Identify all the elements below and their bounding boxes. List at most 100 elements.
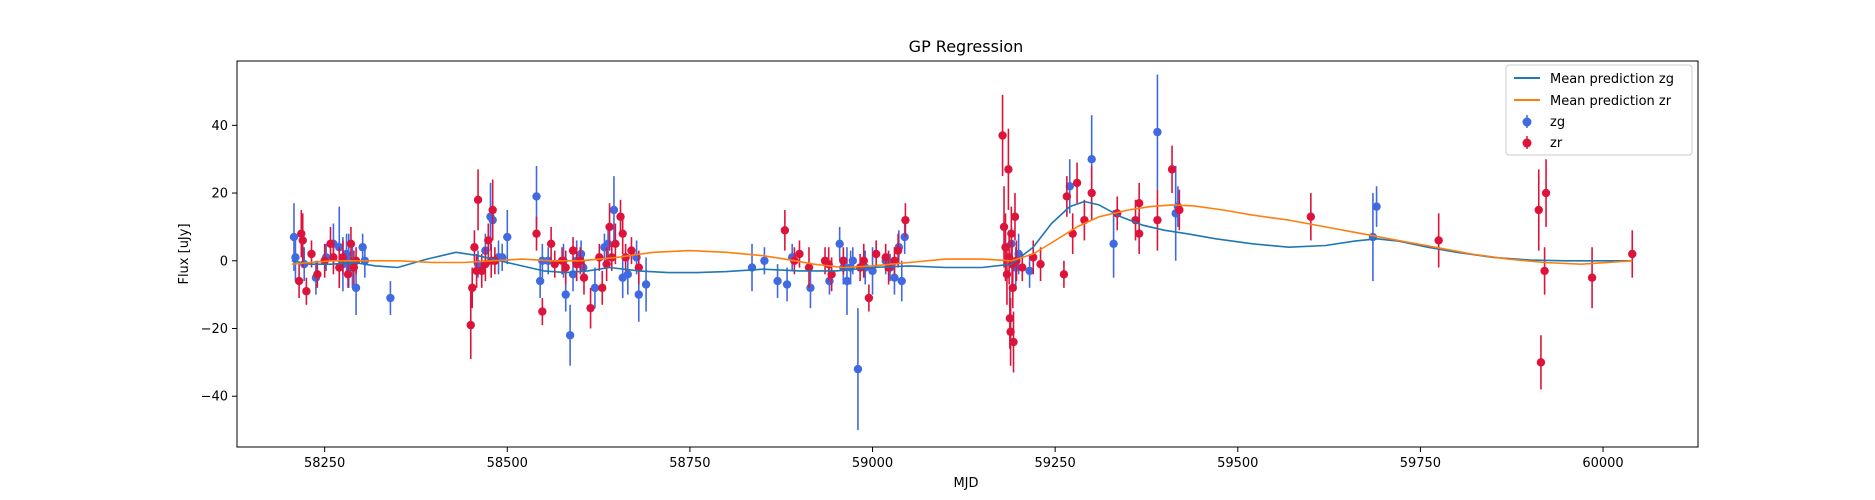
- point-zr: [1628, 249, 1637, 259]
- point-zr: [1541, 188, 1551, 198]
- point-zg: [842, 276, 852, 286]
- y-axis-ticks: −40 −20 0 20 40: [201, 119, 237, 405]
- point-zg: [806, 283, 815, 293]
- point-zr: [1036, 259, 1045, 269]
- y-axis-label: Flux [uJy]: [177, 223, 192, 284]
- legend-zg-marker: [1522, 117, 1532, 127]
- point-zr: [871, 249, 881, 259]
- prediction-lines: [291, 200, 1633, 274]
- point-zr: [1540, 266, 1549, 276]
- point-zr: [1134, 199, 1144, 208]
- point-zr: [313, 270, 322, 279]
- point-zr: [1134, 229, 1144, 238]
- x-tick-label: 59750: [1400, 456, 1441, 471]
- point-zr: [302, 287, 311, 296]
- point-zg: [1153, 127, 1162, 137]
- point-zr: [999, 222, 1009, 232]
- point-zr: [484, 236, 493, 245]
- point-zr: [1059, 270, 1069, 279]
- point-zr: [1018, 263, 1027, 272]
- point-zg: [623, 270, 633, 279]
- axes-frame: [236, 60, 1699, 448]
- point-zr: [901, 215, 910, 225]
- x-tick-label: 59500: [1217, 456, 1258, 471]
- point-zg: [503, 232, 512, 242]
- point-zg: [1109, 239, 1118, 249]
- point-zg: [1372, 202, 1381, 211]
- point-zg: [561, 290, 570, 299]
- point-zr: [550, 259, 559, 269]
- mean-prediction-line-1: [291, 204, 1633, 269]
- point-zr: [488, 205, 497, 215]
- point-zr: [611, 239, 620, 249]
- legend-label-zr-points: zr: [1550, 136, 1563, 151]
- y-tick-label: −20: [201, 322, 228, 337]
- point-zr: [1007, 229, 1016, 238]
- point-zr: [795, 249, 804, 259]
- point-zg: [760, 256, 769, 265]
- point-zr: [546, 239, 556, 249]
- point-zr: [1153, 215, 1162, 225]
- point-zr: [598, 283, 607, 293]
- point-zg: [1065, 182, 1074, 191]
- point-zg: [853, 364, 863, 374]
- point-zr: [1534, 205, 1543, 215]
- x-tick-label: 59250: [1034, 456, 1075, 471]
- point-zr: [1536, 358, 1546, 367]
- x-axis-label: MJD: [953, 476, 978, 491]
- point-zr: [568, 246, 578, 255]
- point-zg: [835, 239, 844, 249]
- point-zr: [532, 229, 541, 238]
- point-zr: [998, 131, 1007, 140]
- point-zr: [1087, 188, 1096, 198]
- point-zr: [881, 253, 890, 262]
- point-zr: [864, 293, 874, 303]
- point-zr: [839, 256, 848, 265]
- point-zr: [346, 239, 356, 249]
- point-zr: [468, 283, 477, 293]
- point-zr: [634, 263, 643, 272]
- plot-area: 58250 58500 58750 59000 59250 59500 59750 60000…: [201, 60, 1699, 471]
- series-layer: [289, 74, 1637, 431]
- x-tick-label: 60000: [1582, 456, 1623, 471]
- point-zr: [579, 273, 589, 282]
- chart-title: GP Regression: [909, 37, 1024, 56]
- point-zr: [298, 236, 307, 245]
- legend-label-zg-line: Mean prediction zg: [1550, 72, 1674, 87]
- point-zg: [782, 280, 792, 289]
- x-axis-ticks: 58250 58500 58750 59000 59250 59500 59750 60000: [304, 447, 1624, 471]
- point-zg: [289, 232, 299, 242]
- point-zr: [827, 270, 836, 279]
- x-tick-label: 58500: [487, 456, 528, 471]
- point-zg: [897, 276, 906, 286]
- point-zg: [351, 283, 361, 293]
- point-zr: [780, 226, 790, 235]
- point-zr: [1009, 337, 1018, 347]
- point-zg: [641, 280, 651, 289]
- point-zr: [804, 263, 814, 272]
- point-zr: [893, 246, 903, 255]
- point-zr: [477, 266, 486, 276]
- point-zg: [773, 276, 782, 286]
- legend-box: [1505, 64, 1693, 156]
- point-zg: [890, 273, 899, 282]
- point-zg: [1025, 266, 1034, 276]
- point-zr: [618, 229, 627, 238]
- point-zg: [634, 290, 643, 299]
- point-zg: [848, 256, 858, 265]
- point-zr: [1587, 273, 1597, 282]
- point-zr: [326, 239, 335, 249]
- x-tick-label: 58250: [304, 456, 345, 471]
- point-zg: [609, 205, 619, 215]
- legend-zr-marker: [1522, 138, 1532, 148]
- point-zg: [565, 331, 575, 340]
- legend-swatch-zg-points: [1522, 115, 1532, 128]
- point-zr: [307, 249, 316, 259]
- point-zg: [590, 283, 600, 293]
- point-zr: [338, 253, 348, 262]
- y-tick-label: 20: [211, 187, 228, 202]
- point-zr: [294, 276, 304, 286]
- mean-prediction-line-0: [291, 200, 1633, 274]
- point-zr: [1006, 327, 1015, 337]
